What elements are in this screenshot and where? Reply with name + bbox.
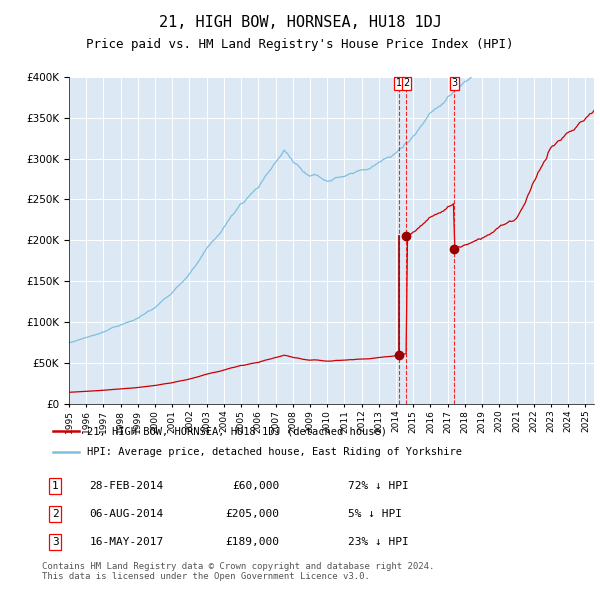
Text: £60,000: £60,000 bbox=[232, 481, 280, 491]
Text: 5% ↓ HPI: 5% ↓ HPI bbox=[348, 509, 402, 519]
Text: Contains HM Land Registry data © Crown copyright and database right 2024.
This d: Contains HM Land Registry data © Crown c… bbox=[42, 562, 434, 581]
Text: 28-FEB-2014: 28-FEB-2014 bbox=[89, 481, 164, 491]
Text: 3: 3 bbox=[451, 78, 457, 88]
Text: 2: 2 bbox=[403, 78, 409, 88]
Text: £189,000: £189,000 bbox=[226, 537, 280, 547]
Text: 21, HIGH BOW, HORNSEA, HU18 1DJ (detached house): 21, HIGH BOW, HORNSEA, HU18 1DJ (detache… bbox=[87, 427, 387, 436]
Text: 16-MAY-2017: 16-MAY-2017 bbox=[89, 537, 164, 547]
Text: 2: 2 bbox=[52, 509, 59, 519]
Text: HPI: Average price, detached house, East Riding of Yorkshire: HPI: Average price, detached house, East… bbox=[87, 447, 462, 457]
Text: 1: 1 bbox=[396, 78, 402, 88]
Text: £205,000: £205,000 bbox=[226, 509, 280, 519]
Text: 06-AUG-2014: 06-AUG-2014 bbox=[89, 509, 164, 519]
Text: Price paid vs. HM Land Registry's House Price Index (HPI): Price paid vs. HM Land Registry's House … bbox=[86, 38, 514, 51]
Text: 72% ↓ HPI: 72% ↓ HPI bbox=[348, 481, 409, 491]
Text: 23% ↓ HPI: 23% ↓ HPI bbox=[348, 537, 409, 547]
Text: 1: 1 bbox=[52, 481, 59, 491]
Text: 3: 3 bbox=[52, 537, 59, 547]
Text: 21, HIGH BOW, HORNSEA, HU18 1DJ: 21, HIGH BOW, HORNSEA, HU18 1DJ bbox=[158, 15, 442, 30]
